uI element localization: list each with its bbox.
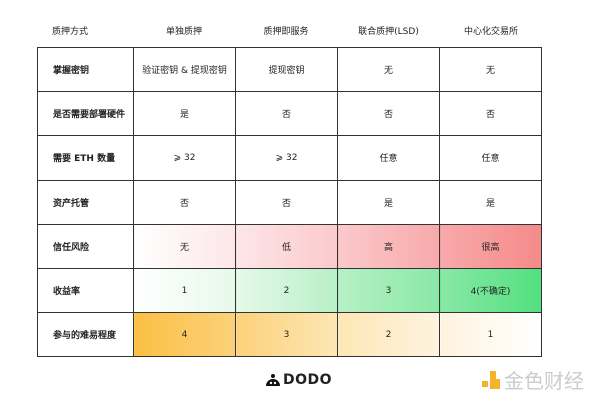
row-label: 资产托管 (37, 179, 134, 225)
table-row: 信任风险无低高很高 (37, 223, 542, 269)
table-cell: 无 (337, 46, 440, 93)
table-row: 掌握密钥 验证密钥 & 提现密钥 提现密钥无无 (37, 46, 542, 93)
table-cell: 是 (439, 179, 542, 225)
table-cell: 很高 (439, 223, 542, 269)
header-cell: 质押即服务 (263, 27, 309, 37)
staking-comparison-table: 掌握密钥 验证密钥 & 提现密钥 提现密钥无无是否需要部署硬件是否否否需要 ETH … (37, 46, 542, 358)
row-label: 需要 ETH 数量 (37, 135, 134, 181)
dodo-logo: DODO (265, 372, 332, 388)
table-cell: 3 (235, 312, 338, 358)
table-cell: ⩾ 32 (235, 135, 338, 181)
watermark-icon (482, 370, 500, 389)
table-cell: 否 (235, 91, 338, 137)
header-cell: 中心化交易所 (463, 27, 518, 37)
dodo-bird-icon (266, 374, 280, 386)
row-label: 参与的难易程度 (37, 312, 134, 358)
row-label: 掌握密钥 (37, 46, 134, 93)
table-cell: 任意 (337, 135, 440, 181)
table-cell: ⩾ 32 (133, 135, 236, 181)
table-cell: 否 (133, 179, 236, 225)
table-cell: 1 (439, 312, 542, 358)
table-cell: 2 (235, 267, 338, 314)
table-cell: 无 (439, 46, 542, 93)
table-cell: 否 (235, 179, 338, 225)
table-cell: 否 (337, 91, 440, 137)
table-row: 资产托管否否是是 (37, 179, 542, 225)
watermark: 金色财经 (482, 365, 584, 394)
table-cell: 是 (337, 179, 440, 225)
header-cell: 质押方式 (52, 27, 89, 37)
table-cell: 任意 (439, 135, 542, 181)
table-row: 需要 ETH 数量 ⩾ 32 ⩾ 32 任意 任意 (37, 135, 542, 181)
table-cell: 高 (337, 223, 440, 269)
header-cell: 单独质押 (165, 27, 202, 37)
table-header: 质押方式 单独质押 质押即服务 联合质押(LSD) 中心化交易所 (37, 23, 542, 41)
table-cell: 是 (133, 91, 236, 137)
table-cell: 1 (133, 267, 236, 314)
table-row: 收益率 1 2 3 4(不确定) (37, 267, 542, 314)
logo-text: DODO (283, 372, 333, 388)
table-row: 参与的难易程度 4 3 2 1 (37, 312, 542, 358)
table-cell: 否 (439, 91, 542, 137)
watermark-text: 金色财经 (504, 369, 584, 393)
table-row: 是否需要部署硬件是否否否 (37, 91, 542, 137)
table-cell: 3 (337, 267, 440, 314)
table-cell: 4(不确定) (439, 267, 542, 314)
row-label: 收益率 (37, 267, 134, 314)
row-label: 是否需要部署硬件 (37, 91, 134, 137)
table-cell: 验证密钥 & 提现密钥 (133, 46, 236, 93)
table-cell: 4 (133, 312, 236, 358)
table-cell: 无 (133, 223, 236, 269)
row-label: 信任风险 (37, 223, 134, 269)
header-cell: 联合质押(LSD) (358, 27, 419, 37)
table-cell: 2 (337, 312, 440, 358)
table-cell: 提现密钥 (235, 46, 338, 93)
table-cell: 低 (235, 223, 338, 269)
